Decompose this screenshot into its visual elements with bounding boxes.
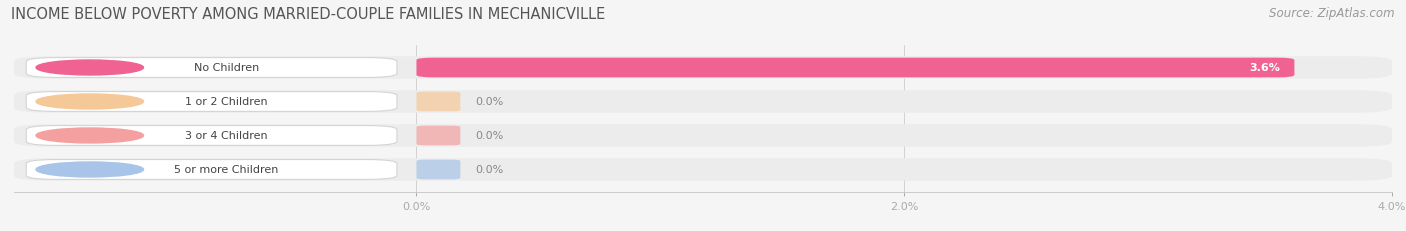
FancyBboxPatch shape	[14, 91, 1392, 113]
Circle shape	[37, 128, 143, 143]
FancyBboxPatch shape	[416, 92, 460, 112]
FancyBboxPatch shape	[27, 58, 396, 78]
Circle shape	[37, 94, 143, 109]
Text: 3.6%: 3.6%	[1249, 63, 1279, 73]
FancyBboxPatch shape	[27, 160, 396, 179]
Circle shape	[37, 162, 143, 177]
FancyBboxPatch shape	[14, 57, 1392, 79]
Text: 3 or 4 Children: 3 or 4 Children	[186, 131, 267, 141]
FancyBboxPatch shape	[14, 125, 1392, 147]
FancyBboxPatch shape	[27, 92, 396, 112]
Text: 0.0%: 0.0%	[475, 97, 503, 107]
FancyBboxPatch shape	[14, 158, 1392, 181]
Text: 1 or 2 Children: 1 or 2 Children	[186, 97, 267, 107]
Text: INCOME BELOW POVERTY AMONG MARRIED-COUPLE FAMILIES IN MECHANICVILLE: INCOME BELOW POVERTY AMONG MARRIED-COUPL…	[11, 7, 606, 22]
FancyBboxPatch shape	[416, 126, 460, 146]
Text: 0.0%: 0.0%	[475, 165, 503, 175]
FancyBboxPatch shape	[416, 160, 460, 179]
Text: No Children: No Children	[194, 63, 259, 73]
FancyBboxPatch shape	[416, 58, 1295, 78]
Text: 0.0%: 0.0%	[475, 131, 503, 141]
FancyBboxPatch shape	[27, 126, 396, 146]
Circle shape	[37, 61, 143, 76]
Text: Source: ZipAtlas.com: Source: ZipAtlas.com	[1270, 7, 1395, 20]
Text: 5 or more Children: 5 or more Children	[174, 165, 278, 175]
